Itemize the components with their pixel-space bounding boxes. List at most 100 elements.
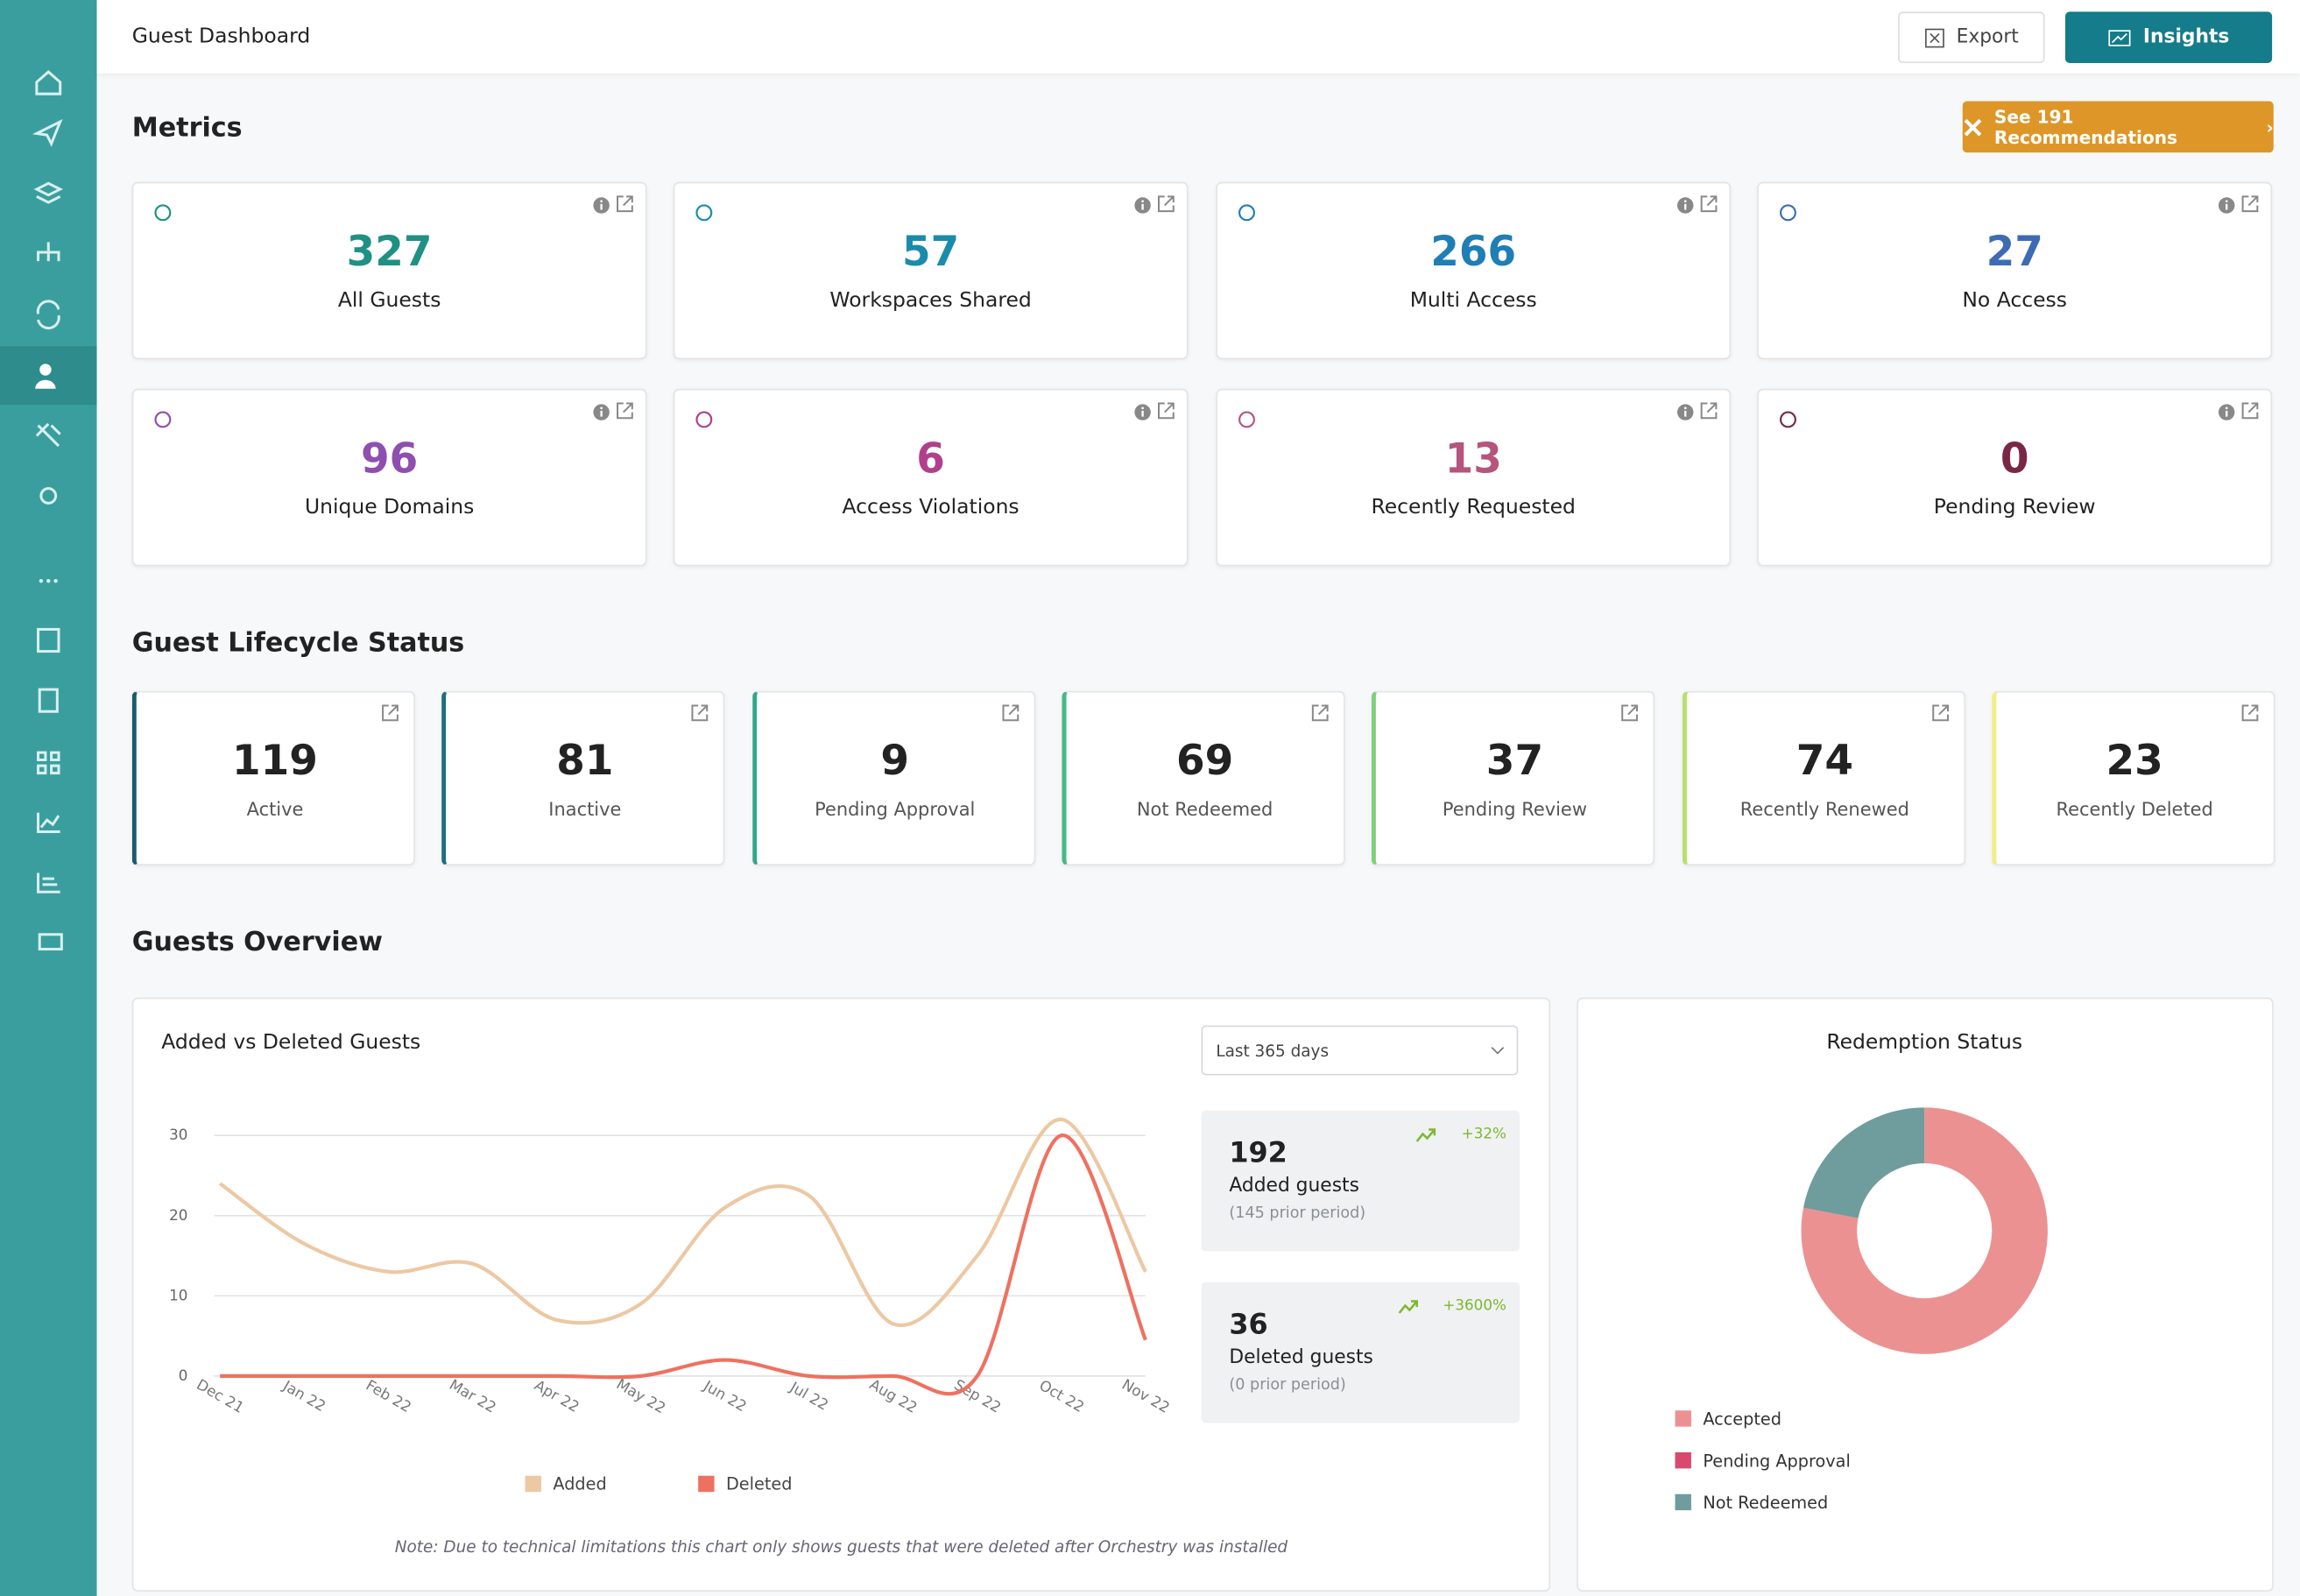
lifecycle-label: Active	[246, 798, 304, 821]
open-link-icon[interactable]	[2240, 400, 2260, 420]
legend-label: Added	[553, 1473, 606, 1494]
bar-chart-icon[interactable]	[37, 872, 60, 893]
y-tick-label: 10	[169, 1286, 187, 1303]
open-link-icon[interactable]	[1156, 400, 1176, 420]
trend-icon	[1398, 1300, 1419, 1314]
stat-label: Added guests	[1229, 1175, 1359, 1197]
open-link-icon[interactable]	[380, 703, 400, 723]
metric-card: 27 No Access	[1757, 181, 2273, 360]
open-link-icon[interactable]	[1930, 703, 1950, 723]
open-link-icon[interactable]	[615, 194, 635, 214]
area-chart-icon[interactable]	[37, 812, 60, 834]
metric-value: 0	[2000, 434, 2029, 483]
open-link-icon[interactable]	[690, 703, 710, 723]
open-link-icon[interactable]	[1698, 400, 1718, 420]
stat-box: 36 +3600% Deleted guests (0 prior period)	[1201, 1282, 1520, 1423]
export-label: Export	[1956, 26, 2019, 49]
info-icon[interactable]	[591, 195, 611, 215]
stat-change: +32%	[1461, 1126, 1506, 1143]
info-icon[interactable]	[1676, 402, 1696, 422]
recommendations-button[interactable]: See 191 Recommendations ›	[1962, 101, 2274, 153]
x-tick-label: Sep 22	[951, 1375, 1004, 1416]
info-icon[interactable]	[591, 402, 611, 422]
stat-change: +3600%	[1443, 1298, 1506, 1315]
legend-swatch	[525, 1475, 541, 1493]
chart-title: Added vs Deleted Guests	[161, 1029, 420, 1054]
building-icon[interactable]	[38, 688, 59, 713]
lifecycle-card: 37 Pending Review	[1372, 690, 1655, 866]
settings-icon[interactable]	[39, 487, 58, 505]
sync-icon[interactable]	[36, 300, 60, 330]
section-title: Metrics	[131, 112, 243, 145]
metric-icon	[154, 204, 172, 222]
info-icon[interactable]	[1132, 402, 1153, 422]
metric-value: 6	[916, 434, 945, 483]
open-link-icon[interactable]	[1698, 194, 1718, 214]
send-icon[interactable]	[32, 118, 63, 147]
metric-value: 266	[1430, 227, 1517, 276]
info-icon[interactable]	[2216, 402, 2236, 422]
metric-value: 13	[1444, 434, 1502, 483]
metric-value: 327	[346, 227, 433, 276]
metric-label: No Access	[1962, 288, 2067, 313]
sidebar-icons	[0, 70, 97, 951]
x-tick-label: May 22	[614, 1374, 669, 1416]
insights-button[interactable]: Insights	[2064, 11, 2273, 64]
stat-prior: (0 prior period)	[1229, 1375, 1346, 1394]
metric-icon	[695, 204, 713, 222]
x-tick-label: Nov 22	[1119, 1375, 1173, 1416]
presentation-icon[interactable]	[38, 933, 63, 951]
period-dropdown[interactable]: Last 365 days	[1201, 1025, 1519, 1076]
book-icon[interactable]	[37, 627, 60, 653]
metric-label: Recently Requested	[1371, 496, 1576, 519]
lifecycle-value: 119	[232, 736, 318, 785]
lifecycle-label: Pending Review	[1442, 798, 1587, 821]
open-link-icon[interactable]	[1156, 194, 1176, 214]
metric-value: 96	[361, 434, 419, 483]
open-link-icon[interactable]	[2240, 703, 2260, 723]
lifecycle-label: Not Redeemed	[1136, 798, 1273, 821]
metric-value: 27	[1986, 227, 2043, 276]
tree-icon[interactable]	[37, 242, 60, 262]
info-icon[interactable]	[1132, 195, 1153, 215]
metric-card: 96 Unique Domains	[131, 388, 647, 567]
info-icon[interactable]	[2216, 195, 2236, 215]
x-tick-label: Dec 21	[194, 1375, 247, 1416]
layers-icon[interactable]	[33, 181, 64, 204]
insights-icon	[2108, 29, 2131, 46]
metric-card: 57 Workspaces Shared	[673, 181, 1189, 360]
metric-icon	[1238, 411, 1255, 428]
open-link-icon[interactable]	[615, 400, 635, 420]
line-series	[218, 1117, 1147, 1328]
section-title: Guests Overview	[131, 927, 384, 958]
metric-value: 57	[901, 227, 960, 276]
guests-icon[interactable]	[39, 364, 52, 376]
lifecycle-card: 74 Recently Renewed	[1682, 690, 1965, 866]
y-tick-label: 0	[179, 1366, 188, 1384]
export-button[interactable]: Export	[1898, 11, 2045, 64]
tools-icon[interactable]	[35, 422, 61, 448]
open-link-icon[interactable]	[2240, 194, 2260, 214]
trend-icon	[1415, 1128, 1436, 1142]
lifecycle-card: 23 Recently Deleted	[1991, 690, 2275, 866]
lifecycle-value: 69	[1175, 736, 1234, 785]
home-icon[interactable]	[35, 70, 62, 95]
legend-swatch	[1675, 1451, 1691, 1469]
lifecycle-value: 9	[880, 736, 910, 785]
open-link-icon[interactable]	[1309, 703, 1330, 723]
chevron: ›	[2266, 117, 2274, 138]
section-title: Guest Lifecycle Status	[131, 627, 465, 659]
stat-value: 192	[1229, 1136, 1288, 1169]
open-link-icon[interactable]	[999, 703, 1019, 723]
dropdown-value: Last 365 days	[1216, 1042, 1330, 1061]
metric-icon	[1779, 411, 1796, 428]
metric-card: 0 Pending Review	[1757, 388, 2273, 567]
info-icon[interactable]	[1676, 195, 1696, 215]
qr-icon[interactable]	[37, 751, 60, 775]
open-link-icon[interactable]	[1619, 703, 1640, 723]
legend-label: Accepted	[1703, 1409, 1781, 1430]
excel-icon	[1924, 27, 1944, 47]
x-tick-label: Mar 22	[447, 1375, 499, 1416]
metric-card: 6 Access Violations	[673, 388, 1189, 567]
